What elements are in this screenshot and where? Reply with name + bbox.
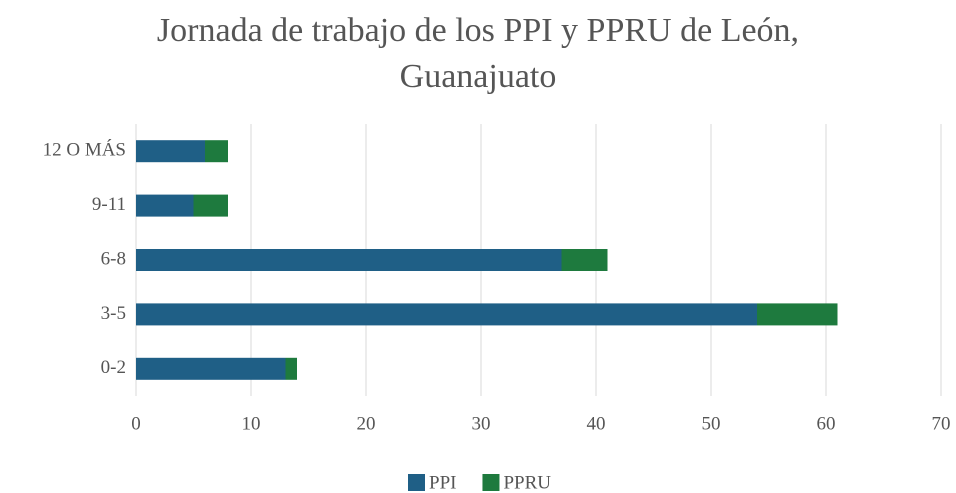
x-tick-label: 10	[242, 413, 261, 434]
legend-label: PPRU	[503, 472, 551, 493]
bar-segment	[136, 249, 562, 271]
bar-segment	[136, 194, 194, 217]
x-tick-label: 0	[131, 413, 141, 434]
y-tick-label: 6-8	[101, 248, 126, 269]
legend-label: PPI	[429, 472, 456, 493]
legend-swatch	[482, 474, 500, 491]
bar-segment	[136, 357, 286, 380]
x-tick-label: 40	[587, 413, 606, 434]
y-tick-label: 0-2	[101, 357, 126, 378]
bar-segment	[205, 140, 228, 163]
x-tick-label: 30	[472, 413, 491, 434]
bar-segment	[136, 303, 757, 326]
x-tick-label: 50	[702, 413, 721, 434]
legend-swatch	[408, 474, 425, 491]
bar-segment	[136, 140, 205, 163]
x-tick-label: 70	[932, 413, 951, 434]
y-tick-label: 12 O MÁS	[43, 139, 126, 161]
chart-title: Jornada de trabajo de los PPI y PPRU de …	[156, 12, 800, 95]
bar-segment	[757, 303, 838, 326]
y-tick-label: 3-5	[101, 303, 126, 324]
bar-segment	[193, 194, 228, 217]
x-tick-label: 60	[817, 413, 836, 434]
bar-segment	[285, 357, 297, 380]
x-tick-label: 20	[357, 413, 376, 434]
bar-segment	[561, 249, 608, 271]
y-tick-label: 9-11	[92, 194, 126, 215]
